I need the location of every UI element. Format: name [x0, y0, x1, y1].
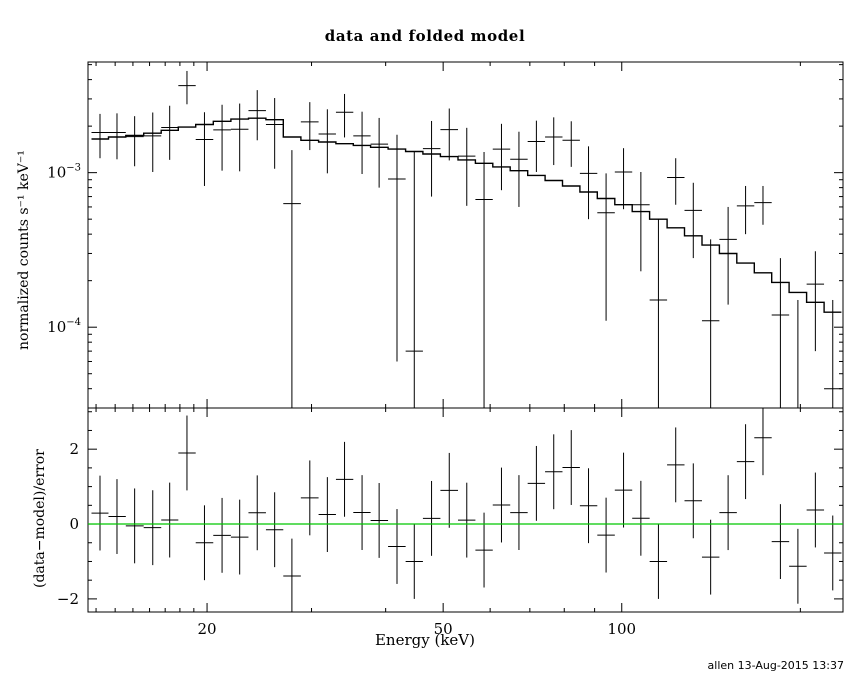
- x-tick-label: 50: [434, 620, 453, 638]
- x-axis-label: Energy (keV): [374, 631, 475, 649]
- y-tick-label: 0: [69, 515, 79, 533]
- plot-footer-timestamp: allen 13-Aug-2015 13:37: [707, 659, 844, 672]
- spectrum-data-points: [91, 70, 842, 408]
- plot-title: data and folded model: [324, 27, 526, 45]
- x-tick-label: 20: [198, 620, 217, 638]
- bottom-panel-frame: [87, 407, 844, 613]
- residual-points: [91, 408, 842, 612]
- top-panel-frame: [87, 61, 844, 409]
- y-tick-label: 10−4: [47, 317, 81, 336]
- y-tick-label: −2: [57, 590, 79, 608]
- x-tick-label: 100: [607, 620, 636, 638]
- y-tick-label: 2: [69, 440, 79, 458]
- y-tick-label: 10−3: [47, 163, 81, 182]
